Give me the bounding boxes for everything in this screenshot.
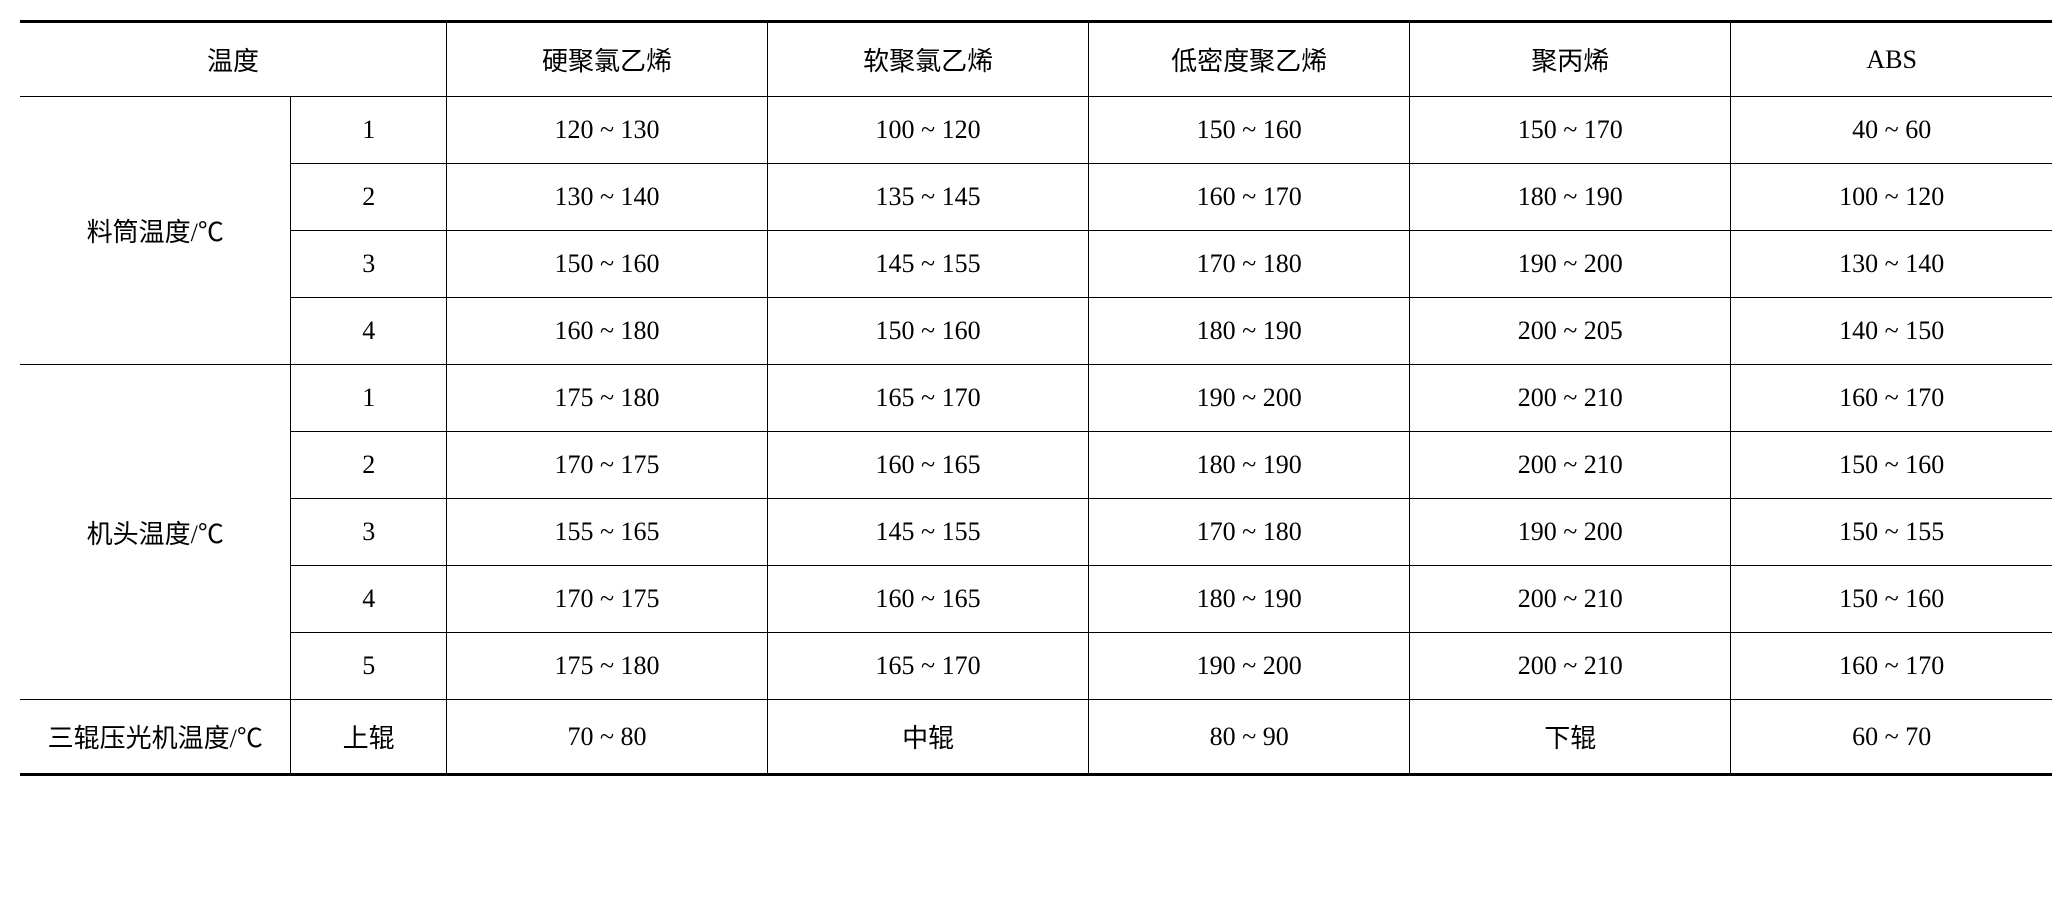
data-cell: 190 ~ 200 bbox=[1410, 231, 1731, 298]
footer-cell: 60 ~ 70 bbox=[1731, 700, 2052, 775]
zone-cell: 2 bbox=[291, 164, 447, 231]
data-cell: 160 ~ 165 bbox=[768, 566, 1089, 633]
table-row: 3 150 ~ 160 145 ~ 155 170 ~ 180 190 ~ 20… bbox=[20, 231, 2052, 298]
zone-cell: 2 bbox=[291, 432, 447, 499]
header-temp-label: 温度 bbox=[20, 22, 446, 97]
data-cell: 130 ~ 140 bbox=[446, 164, 767, 231]
data-cell: 175 ~ 180 bbox=[446, 633, 767, 700]
data-cell: 150 ~ 155 bbox=[1731, 499, 2052, 566]
zone-cell: 3 bbox=[291, 231, 447, 298]
data-cell: 170 ~ 175 bbox=[446, 566, 767, 633]
zone-cell: 1 bbox=[291, 97, 447, 164]
data-cell: 140 ~ 150 bbox=[1731, 298, 2052, 365]
section-1-label: 机头温度/℃ bbox=[20, 365, 291, 700]
footer-cell: 70 ~ 80 bbox=[446, 700, 767, 775]
header-col-4: ABS bbox=[1731, 22, 2052, 97]
table-row: 机头温度/℃ 1 175 ~ 180 165 ~ 170 190 ~ 200 2… bbox=[20, 365, 2052, 432]
data-cell: 150 ~ 160 bbox=[1731, 566, 2052, 633]
footer-cell: 80 ~ 90 bbox=[1089, 700, 1410, 775]
table-row: 2 130 ~ 140 135 ~ 145 160 ~ 170 180 ~ 19… bbox=[20, 164, 2052, 231]
data-cell: 190 ~ 200 bbox=[1089, 365, 1410, 432]
data-cell: 170 ~ 175 bbox=[446, 432, 767, 499]
data-cell: 180 ~ 190 bbox=[1089, 298, 1410, 365]
data-cell: 145 ~ 155 bbox=[768, 231, 1089, 298]
table-row: 3 155 ~ 165 145 ~ 155 170 ~ 180 190 ~ 20… bbox=[20, 499, 2052, 566]
data-cell: 100 ~ 120 bbox=[1731, 164, 2052, 231]
data-cell: 100 ~ 120 bbox=[768, 97, 1089, 164]
data-cell: 155 ~ 165 bbox=[446, 499, 767, 566]
data-cell: 160 ~ 170 bbox=[1731, 633, 2052, 700]
data-cell: 150 ~ 170 bbox=[1410, 97, 1731, 164]
zone-cell: 4 bbox=[291, 566, 447, 633]
data-cell: 160 ~ 165 bbox=[768, 432, 1089, 499]
footer-cell: 中辊 bbox=[768, 700, 1089, 775]
zone-cell: 4 bbox=[291, 298, 447, 365]
data-cell: 150 ~ 160 bbox=[1089, 97, 1410, 164]
data-cell: 150 ~ 160 bbox=[768, 298, 1089, 365]
footer-cell: 下辊 bbox=[1410, 700, 1731, 775]
section-0-label: 料筒温度/℃ bbox=[20, 97, 291, 365]
data-cell: 200 ~ 210 bbox=[1410, 432, 1731, 499]
data-cell: 165 ~ 170 bbox=[768, 633, 1089, 700]
data-cell: 190 ~ 200 bbox=[1089, 633, 1410, 700]
data-cell: 180 ~ 190 bbox=[1089, 432, 1410, 499]
footer-row: 三辊压光机温度/℃ 上辊 70 ~ 80 中辊 80 ~ 90 下辊 60 ~ … bbox=[20, 700, 2052, 775]
table-row: 4 170 ~ 175 160 ~ 165 180 ~ 190 200 ~ 21… bbox=[20, 566, 2052, 633]
zone-cell: 1 bbox=[291, 365, 447, 432]
data-cell: 165 ~ 170 bbox=[768, 365, 1089, 432]
header-col-2: 低密度聚乙烯 bbox=[1089, 22, 1410, 97]
data-cell: 200 ~ 210 bbox=[1410, 566, 1731, 633]
data-cell: 180 ~ 190 bbox=[1089, 566, 1410, 633]
header-row: 温度 硬聚氯乙烯 软聚氯乙烯 低密度聚乙烯 聚丙烯 ABS bbox=[20, 22, 2052, 97]
zone-cell: 3 bbox=[291, 499, 447, 566]
data-cell: 160 ~ 170 bbox=[1731, 365, 2052, 432]
footer-label: 三辊压光机温度/℃ bbox=[20, 700, 291, 775]
data-cell: 150 ~ 160 bbox=[446, 231, 767, 298]
zone-cell: 5 bbox=[291, 633, 447, 700]
data-cell: 135 ~ 145 bbox=[768, 164, 1089, 231]
data-cell: 120 ~ 130 bbox=[446, 97, 767, 164]
temperature-table: 温度 硬聚氯乙烯 软聚氯乙烯 低密度聚乙烯 聚丙烯 ABS 料筒温度/℃ 1 1… bbox=[20, 20, 2052, 776]
header-col-3: 聚丙烯 bbox=[1410, 22, 1731, 97]
data-cell: 200 ~ 210 bbox=[1410, 633, 1731, 700]
table-row: 2 170 ~ 175 160 ~ 165 180 ~ 190 200 ~ 21… bbox=[20, 432, 2052, 499]
data-cell: 170 ~ 180 bbox=[1089, 231, 1410, 298]
data-cell: 170 ~ 180 bbox=[1089, 499, 1410, 566]
data-cell: 200 ~ 205 bbox=[1410, 298, 1731, 365]
data-cell: 175 ~ 180 bbox=[446, 365, 767, 432]
table-row: 5 175 ~ 180 165 ~ 170 190 ~ 200 200 ~ 21… bbox=[20, 633, 2052, 700]
data-cell: 190 ~ 200 bbox=[1410, 499, 1731, 566]
data-cell: 130 ~ 140 bbox=[1731, 231, 2052, 298]
data-cell: 180 ~ 190 bbox=[1410, 164, 1731, 231]
table-row: 料筒温度/℃ 1 120 ~ 130 100 ~ 120 150 ~ 160 1… bbox=[20, 97, 2052, 164]
data-cell: 40 ~ 60 bbox=[1731, 97, 2052, 164]
data-cell: 160 ~ 180 bbox=[446, 298, 767, 365]
data-cell: 145 ~ 155 bbox=[768, 499, 1089, 566]
data-cell: 150 ~ 160 bbox=[1731, 432, 2052, 499]
data-cell: 160 ~ 170 bbox=[1089, 164, 1410, 231]
footer-cell: 上辊 bbox=[291, 700, 447, 775]
data-cell: 200 ~ 210 bbox=[1410, 365, 1731, 432]
header-col-1: 软聚氯乙烯 bbox=[768, 22, 1089, 97]
table-row: 4 160 ~ 180 150 ~ 160 180 ~ 190 200 ~ 20… bbox=[20, 298, 2052, 365]
header-col-0: 硬聚氯乙烯 bbox=[446, 22, 767, 97]
